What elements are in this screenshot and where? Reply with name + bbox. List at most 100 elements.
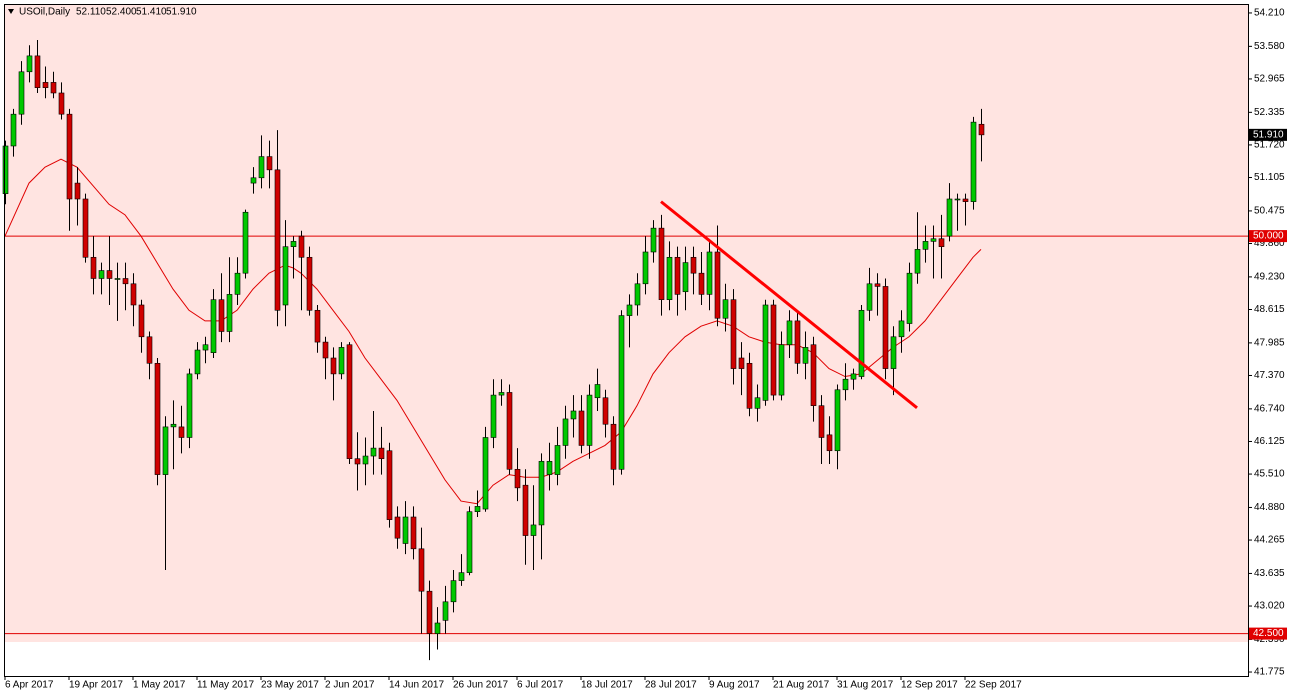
- y-tick-label: 52.965: [1254, 74, 1285, 85]
- candle-body: [634, 283, 641, 306]
- candle-body: [250, 177, 257, 184]
- candle-body: [114, 278, 121, 280]
- y-tick-label: 51.105: [1254, 172, 1285, 183]
- candle-body: [602, 397, 609, 425]
- y-tick-label: 51.720: [1254, 140, 1285, 151]
- candle-body: [786, 320, 793, 346]
- candle-body: [66, 113, 73, 200]
- candle-body: [722, 299, 729, 319]
- candle-body: [770, 304, 777, 396]
- y-tick-label: 49.860: [1254, 238, 1285, 249]
- candle-body: [378, 447, 385, 459]
- y-tick-label: 47.370: [1254, 370, 1285, 381]
- level-label-box: [1249, 230, 1287, 243]
- x-tick-label: 22 Sep 2017: [965, 680, 1022, 691]
- x-tick-label: 28 Jul 2017: [645, 680, 697, 691]
- candle-body: [578, 410, 585, 446]
- candle-body: [562, 418, 569, 446]
- candle-body: [658, 227, 665, 300]
- y-tick-label: 44.880: [1254, 502, 1285, 513]
- x-tick-label: 26 Jun 2017: [453, 680, 508, 691]
- plot: [2, 39, 1248, 661]
- y-tick-label: 43.635: [1254, 568, 1285, 579]
- candle-body: [18, 71, 25, 115]
- candle-body: [138, 304, 145, 338]
- y-tick-label: 52.335: [1254, 107, 1285, 118]
- candle-body: [842, 378, 849, 391]
- candle-body: [290, 241, 297, 247]
- candle-body: [314, 309, 321, 343]
- candle-body: [954, 198, 961, 201]
- candle-body: [322, 341, 329, 359]
- candle-body: [186, 373, 193, 438]
- y-tick-label: 41.775: [1254, 667, 1285, 678]
- candle-body: [826, 434, 833, 452]
- candle-body: [122, 278, 129, 285]
- plot-frame: [4, 4, 1249, 677]
- candle-body: [778, 344, 785, 396]
- level-label: 42.500: [1253, 628, 1284, 639]
- candle-body: [754, 397, 761, 409]
- candle-body: [354, 458, 361, 465]
- candle-body: [26, 55, 33, 73]
- candle-body: [218, 299, 225, 332]
- y-tick-label: 48.615: [1254, 304, 1285, 315]
- candle-body: [706, 251, 713, 295]
- candle-body: [362, 455, 369, 465]
- candle-body: [74, 182, 81, 200]
- candle-body: [466, 511, 473, 573]
- candle-body: [490, 394, 497, 438]
- candle-body: [498, 392, 505, 396]
- candle-body: [162, 426, 169, 475]
- candle-body: [90, 256, 97, 279]
- candle-body: [130, 283, 137, 306]
- candle-body: [866, 283, 873, 311]
- header-open: 52.110: [76, 7, 106, 18]
- x-tick-label: 1 May 2017: [133, 680, 186, 691]
- candle-body: [146, 336, 153, 364]
- candle-body: [746, 362, 753, 409]
- candle-body: [330, 357, 337, 375]
- candle-body: [402, 516, 409, 544]
- candle-body: [906, 272, 913, 324]
- header-low: 51.410: [136, 7, 167, 18]
- candle-body: [506, 392, 513, 470]
- candle-body: [370, 447, 377, 457]
- candle-body: [2, 145, 9, 194]
- candle-body: [194, 349, 201, 375]
- candle-body: [762, 304, 769, 401]
- candle-body: [386, 450, 393, 520]
- level-label: 50.000: [1253, 231, 1284, 242]
- candle-body: [434, 622, 441, 634]
- candle-body: [450, 580, 457, 603]
- y-tick-label: 47.985: [1254, 338, 1285, 349]
- x-tick-label: 31 Aug 2017: [837, 680, 894, 691]
- candle-body: [522, 484, 529, 536]
- candle-body: [242, 211, 249, 274]
- candle-body: [858, 309, 865, 377]
- candle-body: [834, 389, 841, 452]
- candle-body: [50, 82, 57, 94]
- candle-body: [338, 347, 345, 375]
- candle-body: [58, 92, 65, 115]
- candle-body: [570, 410, 577, 420]
- y-tick-label: 54.210: [1254, 8, 1285, 19]
- menu-icon[interactable]: [8, 9, 14, 14]
- candle-body: [914, 249, 921, 274]
- candle-body: [810, 344, 817, 406]
- header-high: 52.400: [106, 7, 137, 18]
- x-tick-label: 12 Sep 2017: [901, 680, 958, 691]
- moving-average: [4, 158, 982, 505]
- candle-body: [554, 445, 561, 475]
- last-price-box: [1249, 128, 1287, 141]
- candle-body: [650, 227, 657, 253]
- candle-body: [98, 270, 105, 279]
- candle-body: [594, 384, 601, 399]
- x-tick-label: 2 Jun 2017: [325, 680, 375, 691]
- candle-body: [546, 461, 553, 475]
- x-tick-label: 19 Apr 2017: [69, 680, 123, 691]
- candle-body: [346, 344, 353, 459]
- header-close: 51.910: [166, 7, 197, 18]
- candle-body: [154, 362, 161, 475]
- candle-body: [226, 294, 233, 332]
